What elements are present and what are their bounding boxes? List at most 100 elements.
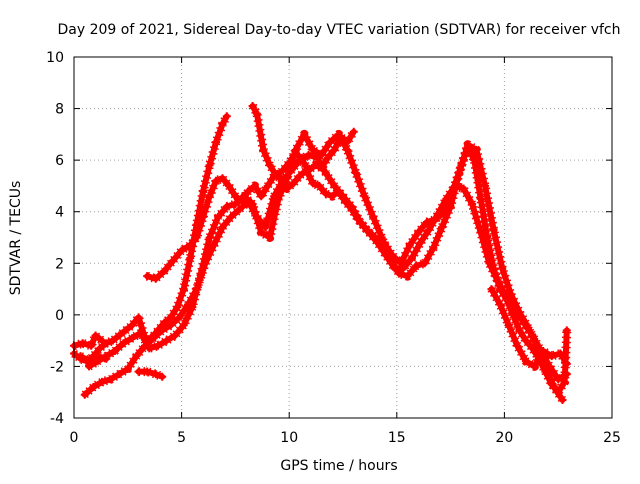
data-point-marker xyxy=(283,174,292,183)
data-point-marker xyxy=(343,145,352,154)
data-point-marker xyxy=(214,212,223,221)
y-tick-label: 10 xyxy=(46,50,64,66)
data-point-marker xyxy=(339,192,347,201)
x-axis-label: GPS time / hours xyxy=(280,458,397,474)
data-point-marker xyxy=(347,202,356,211)
data-point-marker xyxy=(539,346,548,355)
data-point-marker xyxy=(212,176,221,185)
data-point-marker xyxy=(455,169,464,178)
data-point-marker xyxy=(386,254,395,263)
data-point-marker xyxy=(134,367,143,376)
data-point-marker xyxy=(304,166,313,175)
data-point-marker xyxy=(186,254,195,263)
data-point-marker xyxy=(315,181,324,190)
x-tick-label: 0 xyxy=(70,430,79,446)
data-point-marker xyxy=(151,370,160,379)
x-tick-label: 25 xyxy=(603,430,621,446)
data-point-marker xyxy=(199,187,208,196)
data-point-marker xyxy=(429,243,438,252)
data-point-marker xyxy=(504,321,513,330)
data-point-marker xyxy=(343,138,352,147)
y-tick-label: -4 xyxy=(50,411,64,427)
data-point-marker xyxy=(321,169,330,178)
data-point-marker xyxy=(311,161,320,170)
data-point-marker xyxy=(188,303,197,312)
data-point-marker xyxy=(134,313,143,322)
data-point-marker xyxy=(240,192,249,201)
data-point-marker xyxy=(433,210,442,219)
data-point-marker xyxy=(308,179,317,188)
data-point-marker xyxy=(179,285,188,294)
data-point-marker xyxy=(330,145,339,154)
data-point-marker xyxy=(121,326,130,335)
series-markers xyxy=(78,351,108,366)
data-point-marker xyxy=(87,341,96,350)
data-point-marker xyxy=(530,362,539,371)
data-point-marker xyxy=(177,246,186,255)
data-point-marker xyxy=(562,326,571,335)
data-point-marker xyxy=(506,290,515,299)
data-point-marker xyxy=(493,277,502,286)
data-point-marker xyxy=(285,158,294,167)
data-point-marker xyxy=(485,259,494,268)
tick-layer: 0 5 10 15 20 25 -4 -2 0 2 4 6 8 10 xyxy=(46,50,621,446)
data-point-marker xyxy=(199,212,208,221)
y-axis-label: SDTVAR / TECUs xyxy=(8,181,24,296)
data-point-marker xyxy=(205,161,214,170)
data-point-marker xyxy=(158,372,167,381)
data-point-marker xyxy=(128,334,137,343)
data-point-marker xyxy=(556,349,565,358)
data-point-marker xyxy=(218,223,227,232)
data-point-marker xyxy=(308,145,317,154)
data-point-marker xyxy=(472,145,481,154)
data-point-marker xyxy=(274,194,283,203)
data-point-marker xyxy=(356,218,365,227)
data-point-marker xyxy=(222,112,231,121)
data-point-marker xyxy=(179,321,188,330)
data-point-marker xyxy=(463,140,472,149)
data-point-marker xyxy=(160,267,169,276)
series-track-6 xyxy=(76,351,111,366)
data-point-marker xyxy=(496,300,505,309)
chart-title: Day 209 of 2021, Sidereal Day-to-day VTE… xyxy=(57,22,620,38)
data-point-marker xyxy=(259,145,268,154)
data-point-marker xyxy=(521,357,530,366)
data-point-marker xyxy=(173,303,182,312)
data-point-marker xyxy=(102,339,111,348)
data-point-marker xyxy=(168,256,177,265)
x-tick-label: 15 xyxy=(388,430,406,446)
data-point-marker xyxy=(562,359,571,368)
data-point-marker xyxy=(257,228,266,237)
series-track-5 xyxy=(85,129,567,404)
data-point-marker xyxy=(136,328,145,337)
data-point-marker xyxy=(153,341,162,350)
data-point-marker xyxy=(102,354,111,363)
data-point-marker xyxy=(498,264,507,273)
series-markers xyxy=(71,114,231,366)
series-markers xyxy=(138,367,164,381)
data-point-marker xyxy=(328,192,337,201)
data-point-marker xyxy=(521,336,530,345)
data-point-marker xyxy=(80,390,89,399)
data-point-marker xyxy=(513,341,522,350)
data-point-marker xyxy=(128,321,137,330)
data-point-marker xyxy=(330,181,339,190)
x-tick-label: 20 xyxy=(495,430,513,446)
series-line xyxy=(71,113,230,365)
data-point-marker xyxy=(351,169,360,178)
data-point-marker xyxy=(369,212,378,221)
data-point-marker xyxy=(524,323,533,332)
series-track-7 xyxy=(134,367,167,381)
data-point-marker xyxy=(196,269,205,278)
data-point-marker xyxy=(317,150,326,159)
data-point-marker xyxy=(222,202,231,211)
data-point-marker xyxy=(119,339,128,348)
data-point-marker xyxy=(295,171,304,180)
data-point-marker xyxy=(218,174,227,183)
data-point-marker xyxy=(323,153,332,162)
data-point-marker xyxy=(265,161,274,170)
data-point-marker xyxy=(97,377,106,386)
data-point-marker xyxy=(235,205,244,214)
